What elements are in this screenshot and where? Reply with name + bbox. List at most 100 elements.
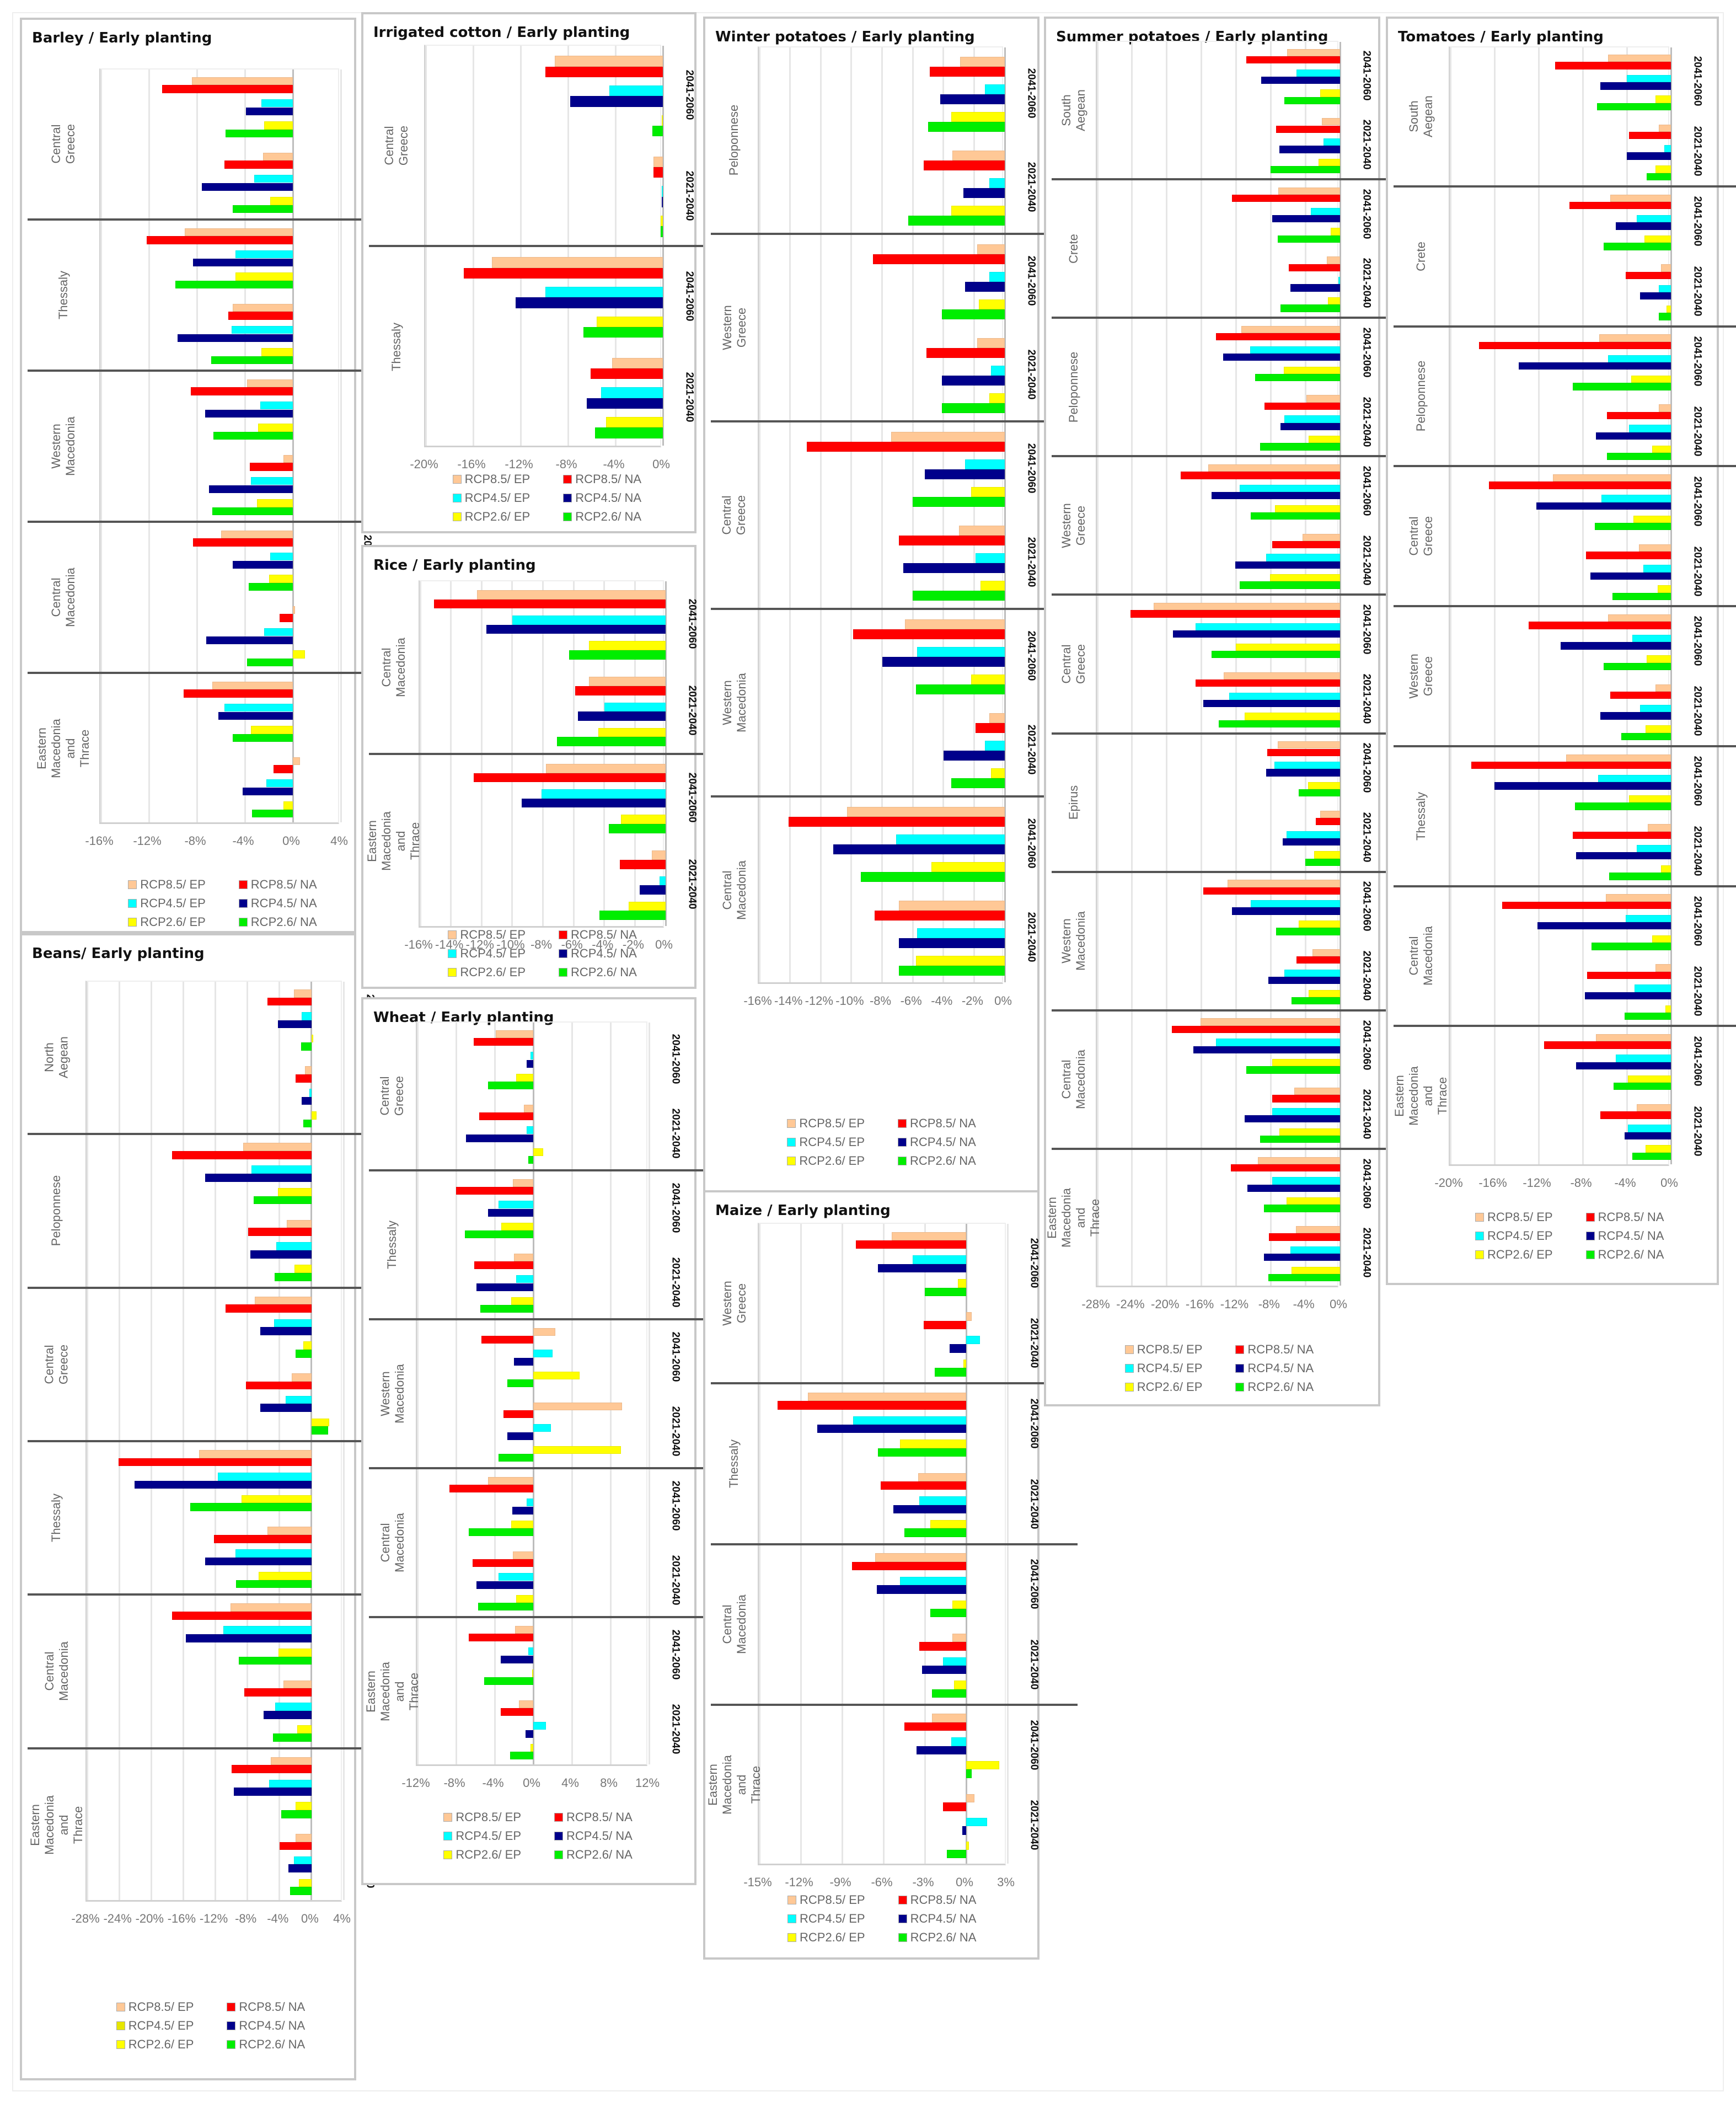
bar-rcp45_na bbox=[465, 1134, 533, 1142]
gridline bbox=[1201, 42, 1203, 1286]
chart-title: Wheat / Early planting bbox=[373, 1009, 554, 1026]
region-name: Eastern Macedonia and Thrace bbox=[35, 719, 92, 778]
legend-label: RCP8.5/ NA bbox=[250, 877, 317, 891]
chart-title: Tomatoes / Early planting bbox=[1398, 29, 1604, 45]
x-tick-label: -3% bbox=[912, 1875, 934, 1889]
bar-rcp26_ep bbox=[511, 1520, 533, 1529]
legend-label: RCP4.5/ NA bbox=[239, 2019, 306, 2032]
bar-rcp85_ep bbox=[487, 1476, 533, 1485]
region-name: Western Greece bbox=[1407, 654, 1435, 699]
x-tick-label: -8% bbox=[443, 1776, 465, 1790]
region-separator bbox=[1052, 1147, 1410, 1150]
bar-rcp85_na bbox=[456, 1186, 533, 1195]
legend-swatch-icon bbox=[559, 968, 567, 977]
period-label: 2041-2060 bbox=[1017, 1705, 1050, 1785]
region-name: Thessaly bbox=[727, 1439, 741, 1488]
bar-rcp45_na bbox=[1640, 292, 1671, 300]
period-text: 2041-2060 bbox=[1360, 1158, 1372, 1209]
bar-rcp45_ep bbox=[966, 1336, 980, 1345]
legend-swatch-icon bbox=[563, 494, 572, 502]
region-label: Eastern Macedonia and Thrace bbox=[1045, 1149, 1102, 1287]
bar-rcp26_ep bbox=[1314, 851, 1340, 859]
bar-rcp26_ep bbox=[1269, 574, 1340, 582]
bar-rcp85_ep bbox=[1312, 949, 1340, 957]
bar-rcp85_ep bbox=[1566, 754, 1671, 762]
bar-rcp45_na bbox=[1203, 699, 1340, 708]
x-tick-label: -12% bbox=[1220, 1297, 1249, 1311]
bar-rcp85_na bbox=[1216, 333, 1340, 341]
bar-rcp85_na bbox=[468, 1633, 533, 1642]
bar-rcp85_na bbox=[1172, 1025, 1340, 1033]
region-label: Western Greece bbox=[1057, 456, 1090, 595]
x-tick-label: -16% bbox=[743, 994, 772, 1008]
bar-rcp26_na bbox=[1305, 858, 1340, 866]
bar-rcp85_na bbox=[575, 686, 666, 695]
period-text: 2041-2060 bbox=[669, 1480, 681, 1531]
bar-rcp85_na bbox=[146, 236, 293, 244]
legend-label: RCP8.5/ EP bbox=[799, 1116, 865, 1130]
plot-area bbox=[1449, 46, 1672, 1166]
region-label: Central Macedonia bbox=[33, 522, 94, 673]
bar-rcp45_ep bbox=[223, 1626, 312, 1634]
bar-rcp26_ep bbox=[1631, 375, 1671, 383]
x-tick-label: -8% bbox=[530, 938, 553, 951]
bar-rcp85_na bbox=[919, 1642, 966, 1651]
bar-rcp26_na bbox=[878, 1448, 966, 1457]
x-tick-label: -16% bbox=[457, 457, 486, 471]
bar-rcp26_ep bbox=[258, 1571, 312, 1580]
region-name: Western Greece bbox=[720, 1280, 748, 1326]
bar-rcp45_ep bbox=[1632, 635, 1671, 643]
bar-rcp45_ep bbox=[302, 1012, 312, 1020]
bar-rcp45_na bbox=[242, 787, 293, 795]
bar-rcp26_na bbox=[1219, 720, 1340, 727]
legend-label: RCP8.5/ NA bbox=[910, 1893, 977, 1907]
x-tick-label: -2% bbox=[961, 994, 983, 1008]
bar-rcp85_ep bbox=[247, 379, 293, 388]
period-label: 2021-2040 bbox=[1680, 536, 1713, 606]
gridline bbox=[100, 69, 102, 822]
bar-rcp45_ep bbox=[896, 834, 1005, 844]
period-label: 2041-2060 bbox=[672, 246, 705, 347]
legend-item: RCP8.5/ NA bbox=[1585, 1210, 1664, 1224]
bar-rcp85_ep bbox=[476, 590, 666, 600]
legend-label: RCP2.6/ EP bbox=[799, 1154, 865, 1168]
period-label: 2041-2060 bbox=[1680, 746, 1713, 816]
bar-rcp45_ep bbox=[1664, 145, 1671, 153]
bar-rcp45_na bbox=[526, 1059, 533, 1068]
x-tick-label: -4% bbox=[1293, 1297, 1315, 1311]
legend-item: RCP8.5/ NA bbox=[898, 1116, 976, 1131]
gridline bbox=[850, 47, 853, 982]
period-label: 2021-2040 bbox=[1680, 816, 1713, 886]
legend-swatch-icon bbox=[787, 1119, 796, 1128]
region-label: Central Greece bbox=[716, 421, 752, 609]
bar-rcp85_ep bbox=[653, 156, 663, 168]
bar-rcp85_na bbox=[1289, 264, 1340, 271]
bar-rcp85_na bbox=[1555, 62, 1671, 69]
x-tick-label: 0% bbox=[1330, 1297, 1347, 1311]
gridline bbox=[973, 47, 975, 982]
region-separator bbox=[1052, 455, 1410, 458]
region-label: Thessaly bbox=[33, 220, 94, 371]
legend-item: RCP4.5/ NA bbox=[898, 1135, 976, 1149]
legend-swatch-icon bbox=[1475, 1250, 1484, 1259]
bar-rcp26_ep bbox=[311, 1418, 329, 1427]
period-text: 2041-2060 bbox=[1691, 616, 1703, 666]
gridline bbox=[494, 1023, 496, 1764]
bar-rcp45_na bbox=[500, 1655, 533, 1663]
x-tick-label: -8% bbox=[1258, 1297, 1280, 1311]
bar-rcp26_na bbox=[1239, 581, 1340, 589]
bar-rcp85_na bbox=[1479, 341, 1671, 350]
bar-rcp26_na bbox=[951, 778, 1005, 788]
period-label: 2041-2060 bbox=[1680, 1026, 1713, 1096]
period-label: 2021-2040 bbox=[1680, 956, 1713, 1026]
bar-rcp85_ep bbox=[846, 807, 1005, 817]
legend-label: RCP4.5/ EP bbox=[1137, 1361, 1203, 1375]
region-name: Thessaly bbox=[49, 1494, 63, 1543]
gridline bbox=[912, 47, 914, 982]
region-name: Western Macedonia bbox=[720, 673, 748, 732]
legend-item: RCP2.6/ EP bbox=[1475, 1248, 1553, 1262]
region-name: Western Macedonia bbox=[378, 1364, 406, 1424]
period-text: 2021-2040 bbox=[1025, 162, 1037, 212]
region-name: Crete bbox=[1414, 241, 1428, 271]
gridline bbox=[571, 1023, 573, 1764]
